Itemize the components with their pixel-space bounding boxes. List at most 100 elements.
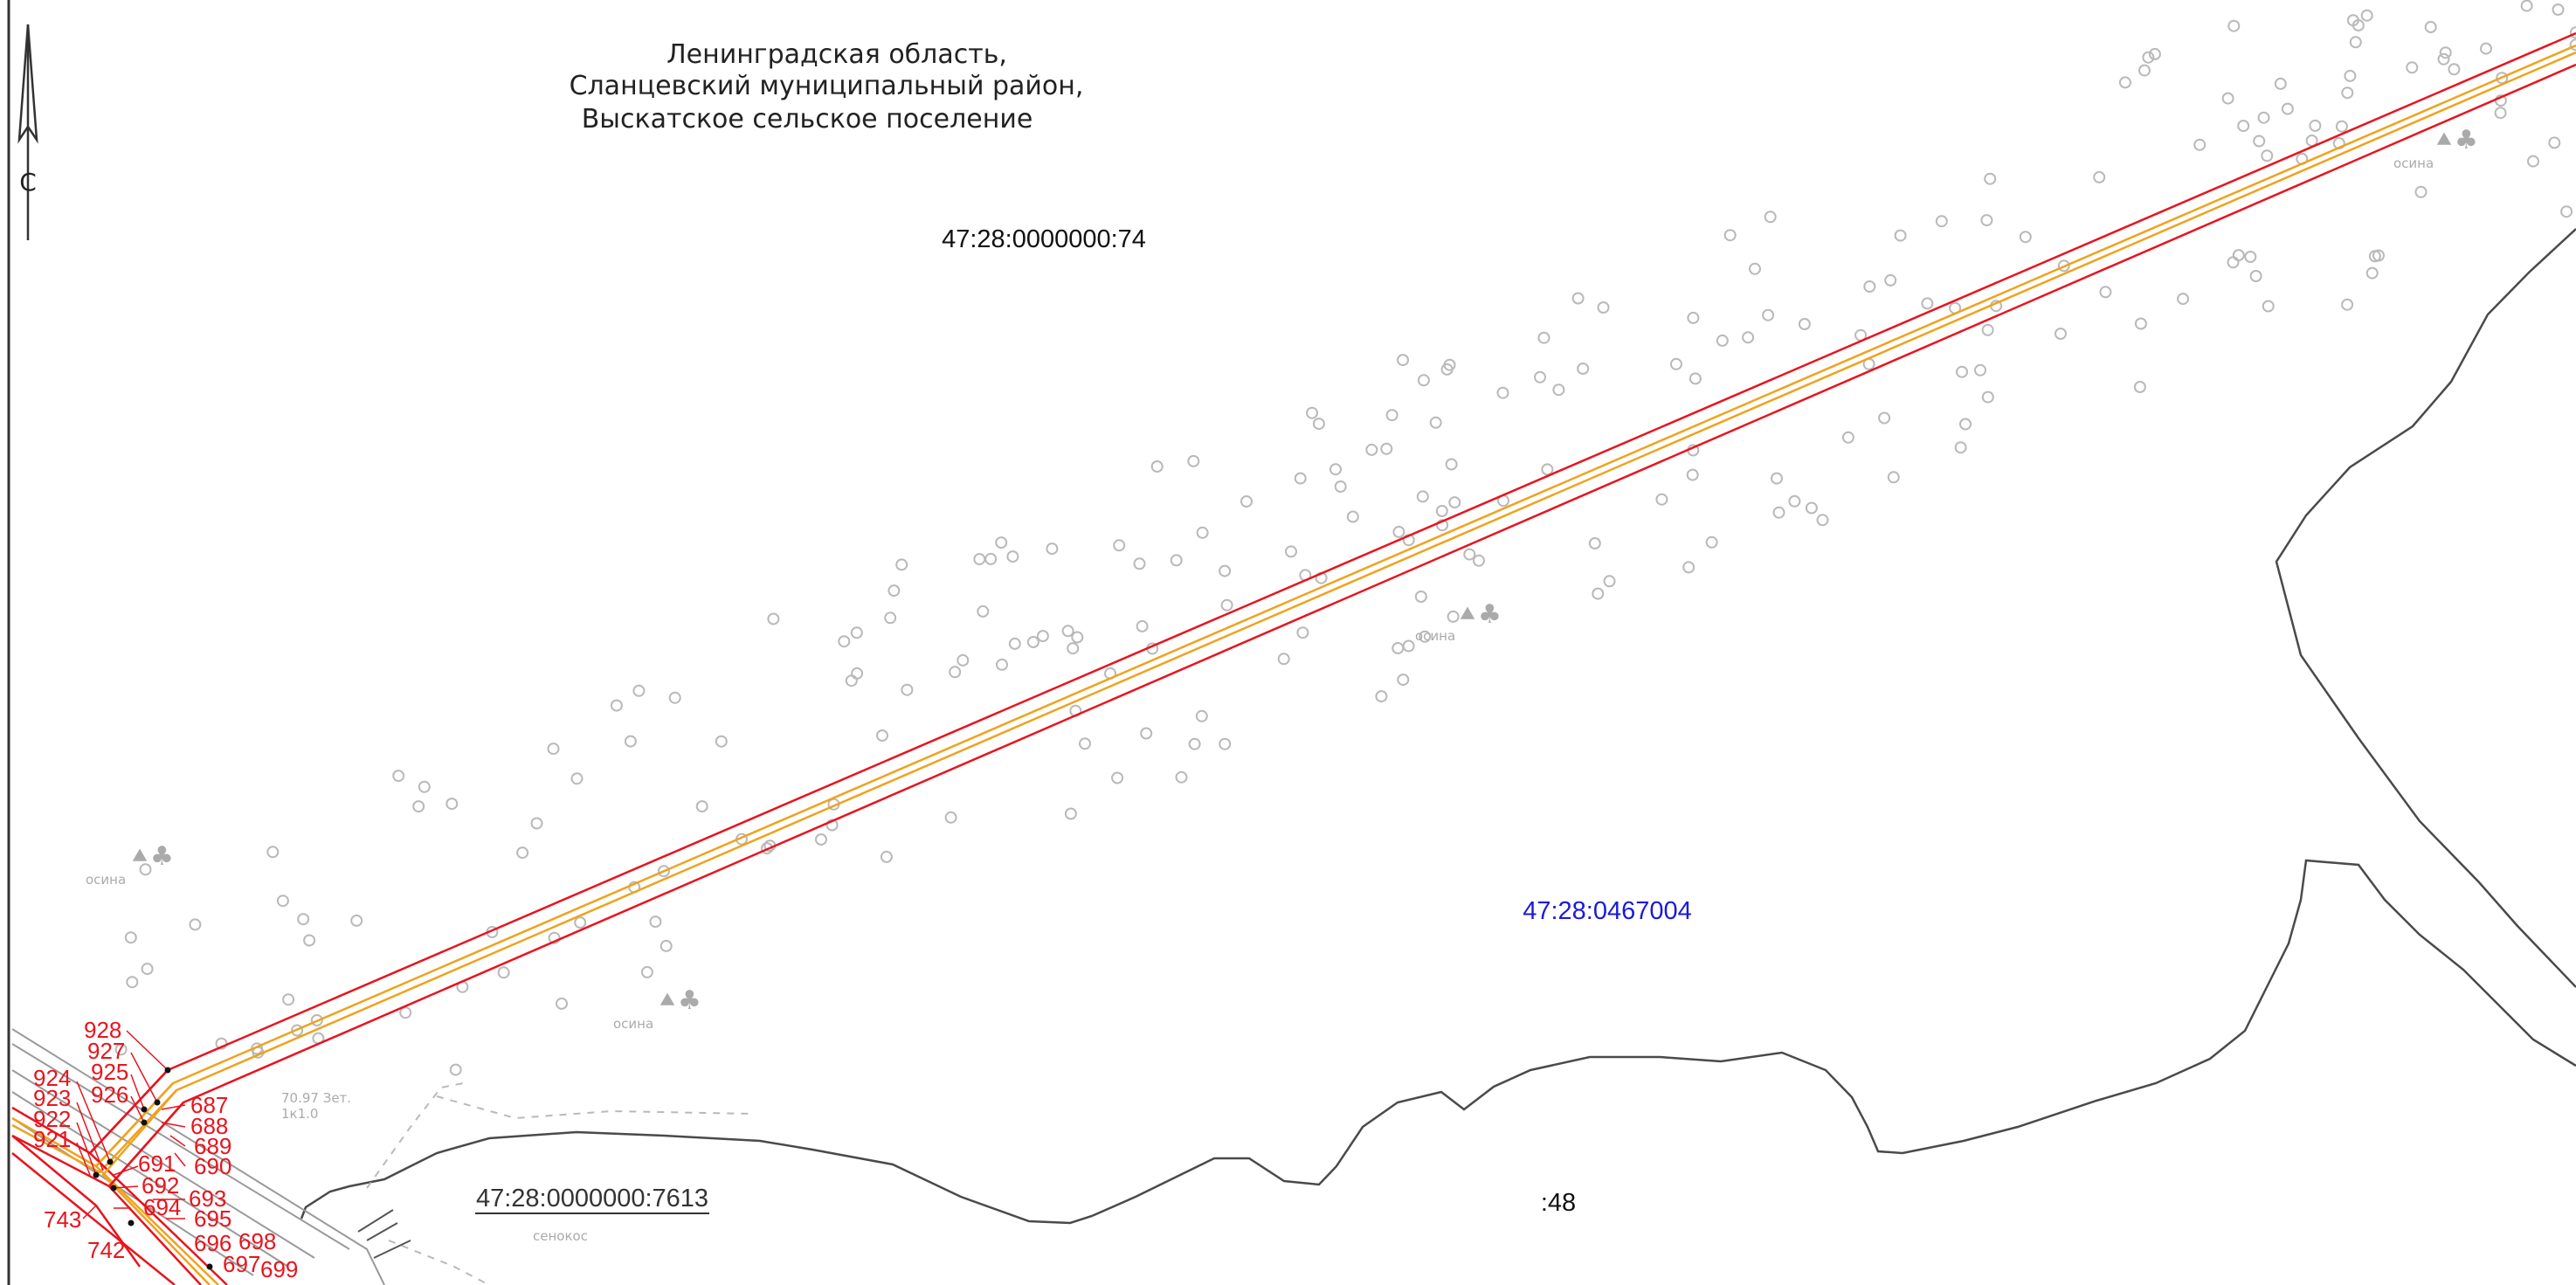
tree-dot bbox=[1079, 737, 1091, 750]
tree-dot bbox=[2262, 300, 2275, 313]
tree-dot bbox=[1980, 214, 1993, 227]
tree-dot bbox=[1071, 631, 1084, 644]
tree-dot bbox=[1294, 472, 1307, 485]
vegetation-symbol-3: ⯅♣ осина bbox=[86, 841, 174, 888]
tree-dot bbox=[1921, 297, 1934, 310]
tree-dot bbox=[1534, 370, 1546, 383]
tree-dot bbox=[695, 800, 708, 813]
cadastral-road-parcel: 47:28:0000000:7613 bbox=[476, 1185, 708, 1212]
tree-icon: ⯅♣ bbox=[1457, 599, 1502, 630]
road-line-5 bbox=[11, 1117, 254, 1276]
branch-red-2 bbox=[107, 1102, 202, 1285]
vegetation-label: осина bbox=[1415, 628, 1455, 644]
boundary-red-lower bbox=[11, 63, 2576, 1188]
tree-dot bbox=[412, 800, 425, 813]
forest-dots bbox=[114, 0, 2576, 1076]
tree-dot bbox=[445, 798, 459, 811]
tree-dot bbox=[303, 934, 316, 947]
tree-dot bbox=[2406, 61, 2419, 74]
tree-dot bbox=[392, 770, 405, 783]
tree-dot bbox=[1150, 460, 1164, 473]
tree-dot bbox=[1417, 374, 1430, 387]
region-line-1: Ленинградская область, bbox=[666, 39, 1007, 70]
tree-dot bbox=[1061, 625, 1074, 638]
point-label-922: 922 bbox=[33, 1106, 71, 1132]
tree-dot bbox=[1419, 630, 1432, 643]
tree-dot bbox=[399, 1006, 412, 1019]
tree-dot bbox=[2480, 42, 2492, 55]
road-lines bbox=[11, 1028, 385, 1285]
point-label-688: 688 bbox=[190, 1113, 228, 1139]
tree-dot bbox=[2414, 185, 2428, 198]
point-leaders bbox=[76, 1030, 186, 1219]
tree-dot bbox=[1375, 690, 1388, 703]
region-line-2: Сланцевский муниципальный район, bbox=[570, 71, 1084, 101]
tree-dot bbox=[2439, 46, 2452, 59]
tree-dot bbox=[1884, 273, 1897, 287]
tree-dot bbox=[984, 552, 998, 565]
tree-dot bbox=[1445, 458, 1458, 471]
vegetation-label: осина bbox=[613, 1016, 653, 1032]
tree-dot bbox=[497, 966, 510, 979]
contour-right bbox=[2275, 228, 2576, 988]
parcel-short-48: :48 bbox=[1541, 1189, 1576, 1217]
tree-dot bbox=[1571, 292, 1585, 305]
point-label-925: 925 bbox=[91, 1059, 128, 1085]
boundary-band bbox=[11, 31, 2576, 1285]
tree-dot bbox=[2118, 76, 2131, 89]
field-boundary-3 bbox=[388, 1240, 490, 1285]
point-markers bbox=[93, 1067, 213, 1270]
north-arrow-icon: С bbox=[17, 24, 38, 240]
tree-dot bbox=[838, 635, 851, 648]
road-hatch bbox=[357, 1209, 411, 1259]
tree-dot bbox=[2177, 293, 2190, 306]
field-boundaries bbox=[366, 1082, 752, 1285]
tree-dot bbox=[276, 895, 289, 908]
tree-dot bbox=[124, 931, 137, 944]
point-label-692: 692 bbox=[142, 1172, 179, 1199]
tree-dot bbox=[1334, 480, 1347, 493]
tree-dot bbox=[2372, 249, 2385, 262]
tree-dot bbox=[1346, 510, 1359, 523]
point-label-694: 694 bbox=[143, 1194, 181, 1220]
point-label-691: 691 bbox=[138, 1150, 176, 1177]
tree-dot bbox=[610, 699, 623, 712]
tree-dot bbox=[2527, 155, 2539, 168]
cadastral-number-top: 47:28:0000000:74 bbox=[942, 225, 1146, 253]
road-line-1 bbox=[11, 1028, 385, 1285]
field-boundary-1 bbox=[436, 1095, 752, 1120]
tree-dot bbox=[1026, 636, 1039, 648]
tree-dot bbox=[657, 865, 670, 878]
tree-dot bbox=[1392, 525, 1405, 538]
tree-dot bbox=[632, 684, 646, 697]
tree-dot bbox=[1219, 737, 1232, 750]
tree-dot bbox=[1312, 418, 1325, 431]
branch-red-1 bbox=[88, 1069, 228, 1285]
point-label-923: 923 bbox=[33, 1085, 71, 1111]
tree-dot bbox=[2274, 77, 2287, 90]
branch-orange-1 bbox=[94, 1082, 219, 1285]
tree-dot bbox=[845, 674, 858, 687]
tree-dot bbox=[825, 819, 839, 832]
tree-dot bbox=[1385, 409, 1398, 422]
point-label-697: 697 bbox=[223, 1251, 260, 1277]
tree-dot bbox=[2221, 92, 2234, 105]
tree-dot bbox=[1956, 365, 1968, 378]
tree-dot bbox=[1816, 514, 1829, 527]
tree-dot bbox=[1772, 506, 1785, 519]
tree-dot bbox=[957, 653, 970, 667]
point-label-687: 687 bbox=[190, 1092, 228, 1118]
tree-dot bbox=[1592, 587, 1605, 600]
tree-dot bbox=[1380, 442, 1393, 455]
tree-dot bbox=[1240, 495, 1253, 508]
tree-dot bbox=[1686, 468, 1699, 481]
tree-dot bbox=[1187, 454, 1200, 467]
point-label-689: 689 bbox=[194, 1133, 231, 1159]
tree-dot bbox=[2346, 14, 2359, 27]
tree-dot bbox=[2138, 64, 2151, 77]
tree-dot bbox=[1133, 557, 1146, 570]
tree-dot bbox=[876, 729, 888, 742]
tree-dot bbox=[2560, 205, 2573, 218]
tree-dot bbox=[1196, 526, 1209, 539]
tree-dot bbox=[114, 1043, 128, 1056]
